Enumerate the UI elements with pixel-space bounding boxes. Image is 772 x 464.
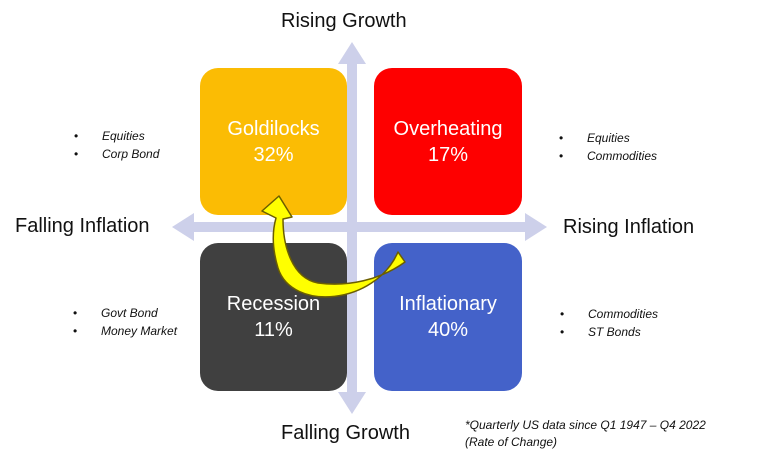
asset-list-overheating: Equities Commodities: [559, 129, 657, 165]
quadrant-inflationary-pct: 40%: [427, 319, 469, 341]
axis-arrowhead-up: [338, 42, 366, 64]
quadrant-recession-name: Recession: [226, 293, 321, 315]
axis-label-rising-growth: Rising Growth: [281, 10, 407, 32]
axis-arrowhead-down: [338, 392, 366, 414]
footnote-line-1: *Quarterly US data since Q1 1947 – Q4 20…: [465, 418, 706, 432]
quadrant-recession-pct: 11%: [254, 319, 293, 341]
axis-label-falling-inflation: Falling Inflation: [15, 215, 150, 237]
axis-arrowhead-right: [525, 213, 547, 241]
quadrant-inflationary-name: Inflationary: [399, 293, 497, 315]
list-item: Govt Bond: [73, 304, 177, 322]
horizontal-axis: [192, 222, 530, 232]
footnote: *Quarterly US data since Q1 1947 – Q4 20…: [465, 417, 706, 451]
asset-list-recession: Govt Bond Money Market: [73, 304, 177, 340]
list-item: Equities: [559, 129, 657, 147]
quadrant-recession: Recession 11%: [200, 243, 347, 391]
quadrant-inflationary: Inflationary 40%: [374, 243, 522, 391]
list-item: Equities: [74, 127, 159, 145]
axis-arrowhead-left: [172, 213, 194, 241]
quadrant-goldilocks-name: Goldilocks: [227, 117, 320, 140]
footnote-line-2: (Rate of Change): [465, 435, 558, 449]
list-item: Money Market: [73, 322, 177, 340]
quadrant-overheating-pct: 17%: [427, 143, 469, 166]
quadrant-overheating: Overheating 17%: [374, 68, 522, 215]
list-item: Commodities: [559, 147, 657, 165]
axis-label-falling-growth: Falling Growth: [281, 422, 410, 444]
list-item: Corp Bond: [74, 145, 159, 163]
quadrant-overheating-name: Overheating: [393, 117, 503, 140]
quadrant-goldilocks: Goldilocks 32%: [200, 68, 347, 215]
list-item: Commodities: [560, 305, 658, 323]
axis-label-rising-inflation: Rising Inflation: [563, 216, 695, 238]
list-item: ST Bonds: [560, 323, 658, 341]
quadrant-goldilocks-pct: 32%: [253, 143, 294, 166]
asset-list-inflationary: Commodities ST Bonds: [560, 305, 658, 341]
asset-list-goldilocks: Equities Corp Bond: [74, 127, 159, 163]
